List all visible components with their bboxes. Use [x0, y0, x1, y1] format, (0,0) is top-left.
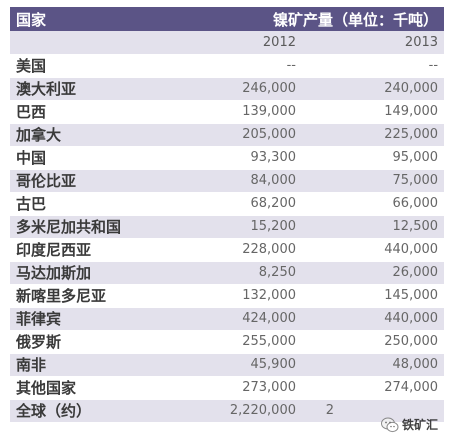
value-2013: -- — [302, 54, 445, 78]
country-name: 全球（约） — [10, 399, 160, 423]
value-2012: 139,000 — [160, 100, 302, 124]
value-2012: 273,000 — [160, 376, 302, 400]
country-name: 俄罗斯 — [10, 330, 160, 354]
table-row: 俄罗斯 255,000 250,000 — [10, 330, 445, 354]
table-row-total: 全球（约） 2,220,000 2 — [10, 399, 445, 423]
country-name: 哥伦比亚 — [10, 169, 160, 193]
table-row: 新喀里多尼亚 132,000 145,000 — [10, 284, 445, 308]
country-name: 南非 — [10, 353, 160, 377]
value-2012: 424,000 — [160, 307, 302, 331]
value-2012: 205,000 — [160, 123, 302, 147]
table-row: 古巴 68,200 66,000 — [10, 192, 445, 216]
value-2013: 95,000 — [302, 146, 445, 170]
watermark-text: 铁矿汇 — [401, 418, 438, 432]
country-name: 加拿大 — [10, 123, 160, 147]
value-2013: 149,000 — [302, 100, 445, 124]
table-row: 南非 45,900 48,000 — [10, 353, 445, 377]
value-2013: 440,000 — [302, 307, 445, 331]
value-2012: 246,000 — [160, 77, 302, 101]
value-2013: 2 — [302, 399, 445, 423]
table-header-row: 国家 镍矿产量（单位：千吨） — [10, 7, 445, 31]
header-country: 国家 — [10, 7, 160, 31]
table-row: 印度尼西亚 228,000 440,000 — [10, 238, 445, 262]
value-2013: 240,000 — [302, 77, 445, 101]
year-2012: 2012 — [160, 31, 302, 55]
table-row: 巴西 139,000 149,000 — [10, 100, 445, 124]
value-2012: 15,200 — [160, 215, 302, 239]
value-2012: 2,220,000 — [160, 399, 302, 423]
value-2012: 228,000 — [160, 238, 302, 262]
value-2012: 93,300 — [160, 146, 302, 170]
table-row: 哥伦比亚 84,000 75,000 — [10, 169, 445, 193]
table-row: 澳大利亚 246,000 240,000 — [10, 77, 445, 101]
value-2013: 12,500 — [302, 215, 445, 239]
value-2012: 255,000 — [160, 330, 302, 354]
value-2012: 132,000 — [160, 284, 302, 308]
year-header-blank — [10, 31, 160, 55]
country-name: 多米尼加共和国 — [10, 215, 160, 239]
value-2012: 45,900 — [160, 353, 302, 377]
country-name: 新喀里多尼亚 — [10, 284, 160, 308]
table-row: 菲律宾 424,000 440,000 — [10, 307, 445, 331]
value-2013: 440,000 — [302, 238, 445, 262]
value-2013: 66,000 — [302, 192, 445, 216]
country-name: 美国 — [10, 54, 160, 78]
year-2013: 2013 — [302, 31, 445, 55]
table-row: 马达加斯加 8,250 26,000 — [10, 261, 445, 285]
table-row: 其他国家 273,000 274,000 — [10, 376, 445, 400]
watermark: 铁矿汇 — [380, 416, 438, 433]
country-name: 菲律宾 — [10, 307, 160, 331]
header-production-title: 镍矿产量（单位：千吨） — [160, 7, 445, 31]
table-row: 多米尼加共和国 15,200 12,500 — [10, 215, 445, 239]
wechat-icon — [380, 417, 399, 433]
country-name: 中国 — [10, 146, 160, 170]
value-2013: 75,000 — [302, 169, 445, 193]
value-2012: 8,250 — [160, 261, 302, 285]
value-2013: 26,000 — [302, 261, 445, 285]
country-name: 马达加斯加 — [10, 261, 160, 285]
country-name: 澳大利亚 — [10, 77, 160, 101]
value-2012: -- — [160, 54, 302, 78]
country-name: 其他国家 — [10, 376, 160, 400]
nickel-production-table: 国家 镍矿产量（单位：千吨） 2012 2013 美国 -- -- 澳大利亚 2… — [10, 7, 445, 423]
table-row: 中国 93,300 95,000 — [10, 146, 445, 170]
country-name: 巴西 — [10, 100, 160, 124]
value-2013: 48,000 — [302, 353, 445, 377]
country-name: 印度尼西亚 — [10, 238, 160, 262]
value-2012: 68,200 — [160, 192, 302, 216]
table-row: 美国 -- -- — [10, 54, 445, 78]
value-2012: 84,000 — [160, 169, 302, 193]
table-row: 加拿大 205,000 225,000 — [10, 123, 445, 147]
country-name: 古巴 — [10, 192, 160, 216]
value-2013: 274,000 — [302, 376, 445, 400]
value-2013: 225,000 — [302, 123, 445, 147]
year-header-row: 2012 2013 — [10, 31, 445, 55]
value-2013: 250,000 — [302, 330, 445, 354]
value-2013: 145,000 — [302, 284, 445, 308]
